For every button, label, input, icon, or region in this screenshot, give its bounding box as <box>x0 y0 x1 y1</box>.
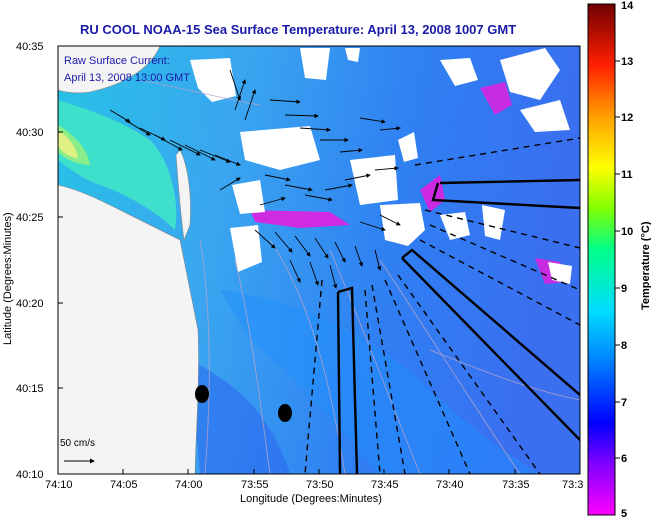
colorbar-tick-label: 14 <box>621 0 634 12</box>
land-sandy-hook <box>175 149 191 242</box>
y-tick-label: 40:15 <box>16 383 44 395</box>
colorbar-tick-label: 6 <box>621 453 627 465</box>
x-axis-label: Longitude (Degrees:Minutes) <box>240 493 382 505</box>
colorbar-ramp <box>587 3 616 516</box>
station-marker <box>195 385 209 403</box>
y-tick-label: 40:10 <box>16 469 44 481</box>
land-new-jersey <box>58 184 199 474</box>
cool-water-band-2 <box>190 360 290 474</box>
temperature-colorbar: 14 13 12 11 10 9 8 7 6 5 Temperature (°C… <box>587 0 651 519</box>
y-tick-label: 40:20 <box>16 298 44 310</box>
y-tick-label: 40:30 <box>16 127 44 139</box>
transect-lines-solid <box>336 178 580 474</box>
colorbar-tick-label: 7 <box>621 397 627 409</box>
cloud-mask <box>190 48 572 284</box>
y-axis: 40:35 40:30 40:25 40:20 40:15 40:10 Lati… <box>2 41 63 481</box>
colorbar-ticks <box>615 60 620 459</box>
transect-lines-dashed <box>304 137 580 474</box>
cold-front-magenta-3 <box>480 82 512 115</box>
colorbar-tick-label: 5 <box>621 508 627 519</box>
warm-water-patch <box>58 100 177 230</box>
x-tick-label: 73:3 <box>562 479 583 491</box>
surface-current-vectors <box>109 69 401 289</box>
x-tick-label: 74:00 <box>175 479 203 491</box>
x-tick-label: 73:35 <box>502 479 530 491</box>
colorbar-tick-label: 10 <box>621 226 633 238</box>
colorbar-tick-label: 11 <box>621 169 633 181</box>
x-tick-label: 73:40 <box>436 479 464 491</box>
x-tick-label: 73:45 <box>371 479 399 491</box>
x-tick-label: 73:55 <box>241 479 269 491</box>
cool-water-band <box>220 290 540 474</box>
warm-water-core <box>58 130 78 158</box>
cold-front-magenta <box>250 210 350 228</box>
colorbar-tick-label: 8 <box>621 340 627 352</box>
y-tick-label: 40:35 <box>16 41 44 53</box>
x-tick-label: 74:10 <box>45 479 73 491</box>
current-note-line2: April 13, 2008 13:00 GMT <box>64 72 190 84</box>
bathymetry-contours <box>139 79 580 474</box>
x-axis: 74:10 74:05 74:00 73:55 73:50 73:45 73:4… <box>45 469 583 505</box>
y-tick-label: 40:25 <box>16 212 44 224</box>
station-marker <box>278 404 292 422</box>
plot-area: Raw Surface Current: April 13, 2008 13:0… <box>58 46 580 474</box>
current-note-line1: Raw Surface Current: <box>64 55 170 67</box>
x-tick-label: 73:50 <box>306 479 334 491</box>
colorbar-label: Temperature (°C) <box>640 221 651 310</box>
scale-label: 50 cm/s <box>60 438 95 449</box>
colorbar-tick-label: 12 <box>621 112 633 124</box>
land-long-island <box>58 46 161 94</box>
y-axis-label: Latitude (Degrees:Minutes) <box>2 212 14 345</box>
x-tick-label: 74:05 <box>110 479 138 491</box>
warm-water-patch-2 <box>58 125 90 165</box>
colorbar-tick-label: 13 <box>621 56 633 68</box>
map-title: RU COOL NOAA-15 Sea Surface Temperature:… <box>80 22 516 37</box>
colorbar-tick-label: 9 <box>621 283 627 295</box>
